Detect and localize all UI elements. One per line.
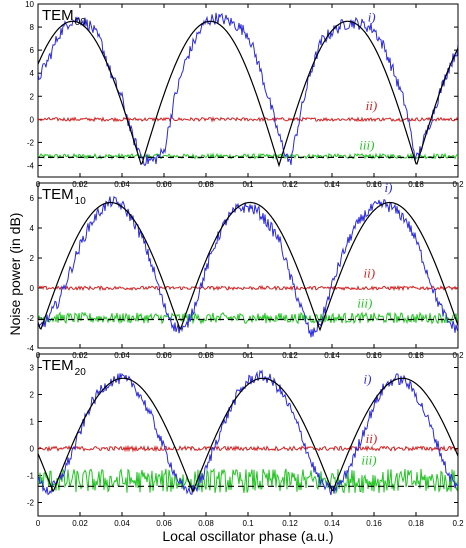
series-i-line: [38, 195, 458, 338]
series-iii-annotation: iii): [359, 137, 374, 152]
plot-area: [38, 369, 458, 496]
y-tick-label: 4: [30, 224, 35, 233]
series-i-annotation: i): [368, 9, 376, 24]
panel-title: TEM: [42, 186, 74, 203]
x-tick-label: 0.02: [72, 519, 88, 528]
y-tick-label: -1: [27, 472, 35, 481]
y-tick-label: -2: [27, 314, 35, 323]
series-iii-annotation: iii): [357, 296, 372, 311]
x-tick-label: 0.18: [408, 519, 424, 528]
series-ii-line: [38, 116, 458, 123]
series-iii-annotation: iii): [361, 453, 376, 468]
panel-title-subscript: 10: [75, 196, 87, 207]
series-iii-line: [38, 152, 458, 161]
series-iii-line: [38, 467, 458, 495]
x-tick-label: 0.16: [366, 519, 382, 528]
x-tick-label: 0: [36, 519, 41, 528]
series-iii-line: [38, 311, 458, 325]
y-tick-label: 6: [30, 46, 35, 55]
y-tick-label: 10: [25, 0, 34, 9]
x-tick-label: 0.2: [452, 519, 464, 528]
y-tick-label: 0: [30, 115, 35, 124]
chart-panel: 00.020.040.060.080.10.120.140.160.180.2-…: [27, 180, 464, 360]
y-tick-label: 0: [30, 284, 35, 293]
y-axis-label: Noise power (in dB): [7, 213, 23, 336]
chart-panel: 0 0.02 0.04 0.06 0.08 0.1 0.12 0.14 0.16 0.18 0.2 -…: [27, 353, 464, 528]
x-tick-label: 0.06: [156, 519, 172, 528]
chart-panel: 00.020.040.060.080.10.120.140.160.180.2-…: [25, 0, 464, 189]
series-ii-annotation: ii): [366, 98, 378, 113]
series-i-fit-line: [38, 20, 458, 168]
y-tick-label: -2: [27, 499, 35, 508]
series-ii-line: [38, 284, 458, 292]
y-tick-label: 4: [30, 69, 35, 78]
series-ii-line: [38, 444, 458, 453]
x-tick-label: 0.08: [198, 519, 214, 528]
panel-title-subscript: 20: [75, 367, 87, 378]
x-tick-label: 0.14: [324, 519, 340, 528]
x-axis-label: Local oscillator phase (a.u.): [162, 528, 333, 544]
y-tick-label: -2: [27, 138, 35, 147]
y-tick-label: -4: [27, 344, 35, 353]
series-ii-annotation: ii): [364, 266, 376, 281]
y-tick-label: 2: [30, 254, 35, 263]
series-i-annotation: i): [364, 372, 372, 387]
y-tick-label: 2: [30, 391, 35, 400]
panel-title: TEM: [42, 7, 74, 24]
x-tick-label: 0.12: [282, 519, 298, 528]
series-i-fit-line: [38, 377, 458, 493]
y-tick-label: 0: [30, 445, 35, 454]
x-tick-label: 0.1: [242, 519, 254, 528]
series-ii-annotation: ii): [366, 431, 378, 446]
plot-frame: [37, 3, 459, 178]
y-tick-label: 6: [30, 194, 35, 203]
y-tick-label: 2: [30, 92, 35, 101]
panel-title: TEM: [42, 357, 74, 374]
x-tick-label: 0.04: [114, 519, 130, 528]
y-tick-label: 8: [30, 23, 35, 32]
series-i-annotation: i): [385, 180, 393, 195]
y-tick-label: 3: [30, 364, 35, 373]
plot-area: [38, 195, 458, 338]
y-tick-label: -4: [27, 161, 35, 170]
series-i-fit-line: [38, 201, 458, 332]
panel-title-subscript: 00: [75, 17, 87, 28]
plot-area: [38, 12, 458, 168]
y-tick-label: 1: [30, 418, 35, 427]
series-i-line: [38, 12, 458, 167]
